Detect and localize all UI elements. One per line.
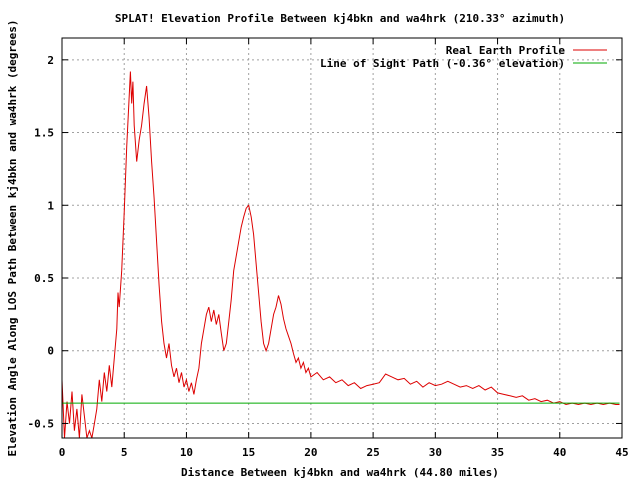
y-tick-label: 0 <box>47 345 54 358</box>
series-layer <box>62 71 620 438</box>
x-tick-label: 40 <box>553 446 566 459</box>
x-tick-label: 35 <box>491 446 504 459</box>
y-tick-label: 2 <box>47 54 54 67</box>
real-earth-profile-line <box>62 71 620 438</box>
x-tick-label: 5 <box>121 446 128 459</box>
x-tick-label: 25 <box>366 446 379 459</box>
y-tick-label: 0.5 <box>34 272 54 285</box>
x-tick-label: 10 <box>180 446 193 459</box>
chart-title: SPLAT! Elevation Profile Between kj4bkn … <box>115 12 565 25</box>
legend-label: Real Earth Profile <box>446 44 566 57</box>
y-axis-label: Elevation Angle Along LOS Path Between k… <box>6 19 19 456</box>
x-axis-label: Distance Between kj4bkn and wa4hrk (44.8… <box>181 466 499 479</box>
grid <box>62 38 622 438</box>
x-tick-label: 20 <box>304 446 317 459</box>
x-tick-label: 15 <box>242 446 255 459</box>
y-tick-label: 1.5 <box>34 127 54 140</box>
x-tick-label: 45 <box>615 446 628 459</box>
legend-label: Line of Sight Path (-0.36° elevation) <box>320 57 565 70</box>
plot-frame <box>61 37 623 439</box>
axis-ticks: 0 5 10 15 20 25 30 35 40 45 -0.5 0 0.5 1 1.5 2 <box>28 38 629 459</box>
y-tick-label: 1 <box>47 199 54 212</box>
x-tick-label: 30 <box>429 446 442 459</box>
x-tick-label: 0 <box>59 446 66 459</box>
y-tick-label: -0.5 <box>28 417 55 430</box>
